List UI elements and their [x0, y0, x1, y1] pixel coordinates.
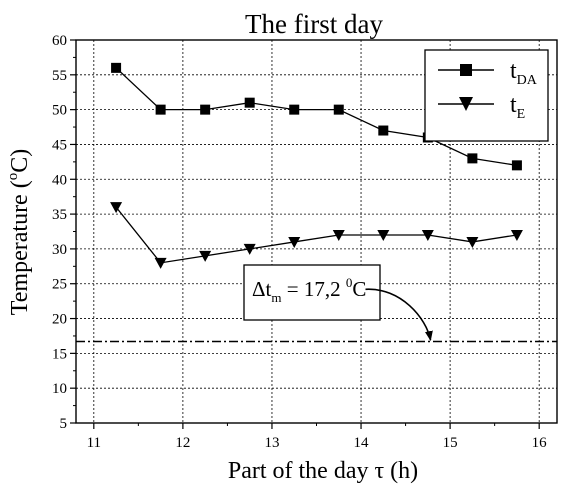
- annotation-box: [243, 264, 381, 321]
- y-tick-labels: 5 10 15 20 25 30 35 40 45 50 55 60: [52, 33, 67, 432]
- y-tick-label: 50: [52, 103, 67, 119]
- y-tick-label: 10: [52, 381, 67, 397]
- y-tick-label: 35: [52, 207, 67, 223]
- series-layer: [110, 62, 523, 269]
- annotation-text: Δtm = 17,2 0C: [252, 275, 366, 305]
- x-tick-label: 15: [443, 435, 458, 451]
- legend-entry-t-da: tDA: [438, 58, 538, 88]
- x-tick-label: 11: [87, 435, 101, 451]
- data-point-t-e: [243, 243, 256, 255]
- y-tick-label: 45: [52, 137, 67, 153]
- data-point-t-e: [110, 202, 123, 214]
- data-point-t-e: [377, 229, 390, 241]
- legend-box: [424, 49, 549, 142]
- data-point-t-da: [289, 104, 300, 115]
- y-tick-label: 5: [60, 416, 68, 432]
- x-tick-label: 12: [175, 435, 190, 451]
- x-tick-label: 16: [532, 435, 548, 451]
- axes: [70, 39, 558, 429]
- series-line-t-e: [115, 206, 518, 264]
- plot-frame: [75, 39, 558, 424]
- y-tick-label: 30: [52, 242, 67, 258]
- annotation-delta-tm: Δtm = 17,2 0C: [243, 264, 433, 342]
- data-point-t-e: [288, 236, 301, 248]
- data-point-t-da: [155, 104, 166, 115]
- annotation-arrow: [365, 288, 433, 342]
- y-tick-label: 60: [52, 33, 67, 49]
- series-t-e: [110, 202, 523, 269]
- data-point-t-da: [111, 62, 122, 73]
- y-tick-label: 15: [52, 346, 67, 362]
- y-tick-label: 55: [52, 68, 67, 84]
- y-tick-label: 25: [52, 277, 67, 293]
- x-tick-label: 14: [354, 435, 370, 451]
- y-tick-label: 20: [52, 312, 67, 328]
- x-axis-label: Part of the day τ (h): [228, 458, 418, 484]
- chart-title: The first day: [245, 9, 383, 39]
- data-point-t-e: [199, 250, 212, 262]
- legend-label-t-e: tE: [510, 92, 525, 122]
- series-t-da: [111, 62, 522, 171]
- legend-marker-t-e: [459, 97, 473, 111]
- legend: tDA tE: [424, 49, 549, 142]
- legend-entry-t-e: tE: [438, 92, 525, 122]
- series-line-t-da: [115, 67, 518, 166]
- data-point-t-da: [244, 97, 255, 108]
- data-point-t-da: [511, 160, 522, 171]
- y-axis-label: Temperature (oC): [5, 149, 33, 315]
- legend-marker-t-da: [460, 64, 472, 76]
- data-point-t-da: [333, 104, 344, 115]
- x-tick-labels: 11 12 13 14 15 16: [87, 435, 548, 451]
- data-point-t-e: [332, 229, 345, 241]
- data-point-t-da: [467, 153, 478, 164]
- data-point-t-da: [378, 125, 389, 136]
- x-tick-label: 13: [264, 435, 279, 451]
- data-point-t-e: [421, 229, 434, 241]
- data-point-t-e: [154, 257, 167, 269]
- data-point-t-e: [466, 236, 479, 248]
- y-tick-label: 40: [52, 172, 67, 188]
- legend-label-t-da: tDA: [510, 58, 538, 88]
- data-point-t-e: [510, 229, 523, 241]
- data-point-t-da: [200, 104, 211, 115]
